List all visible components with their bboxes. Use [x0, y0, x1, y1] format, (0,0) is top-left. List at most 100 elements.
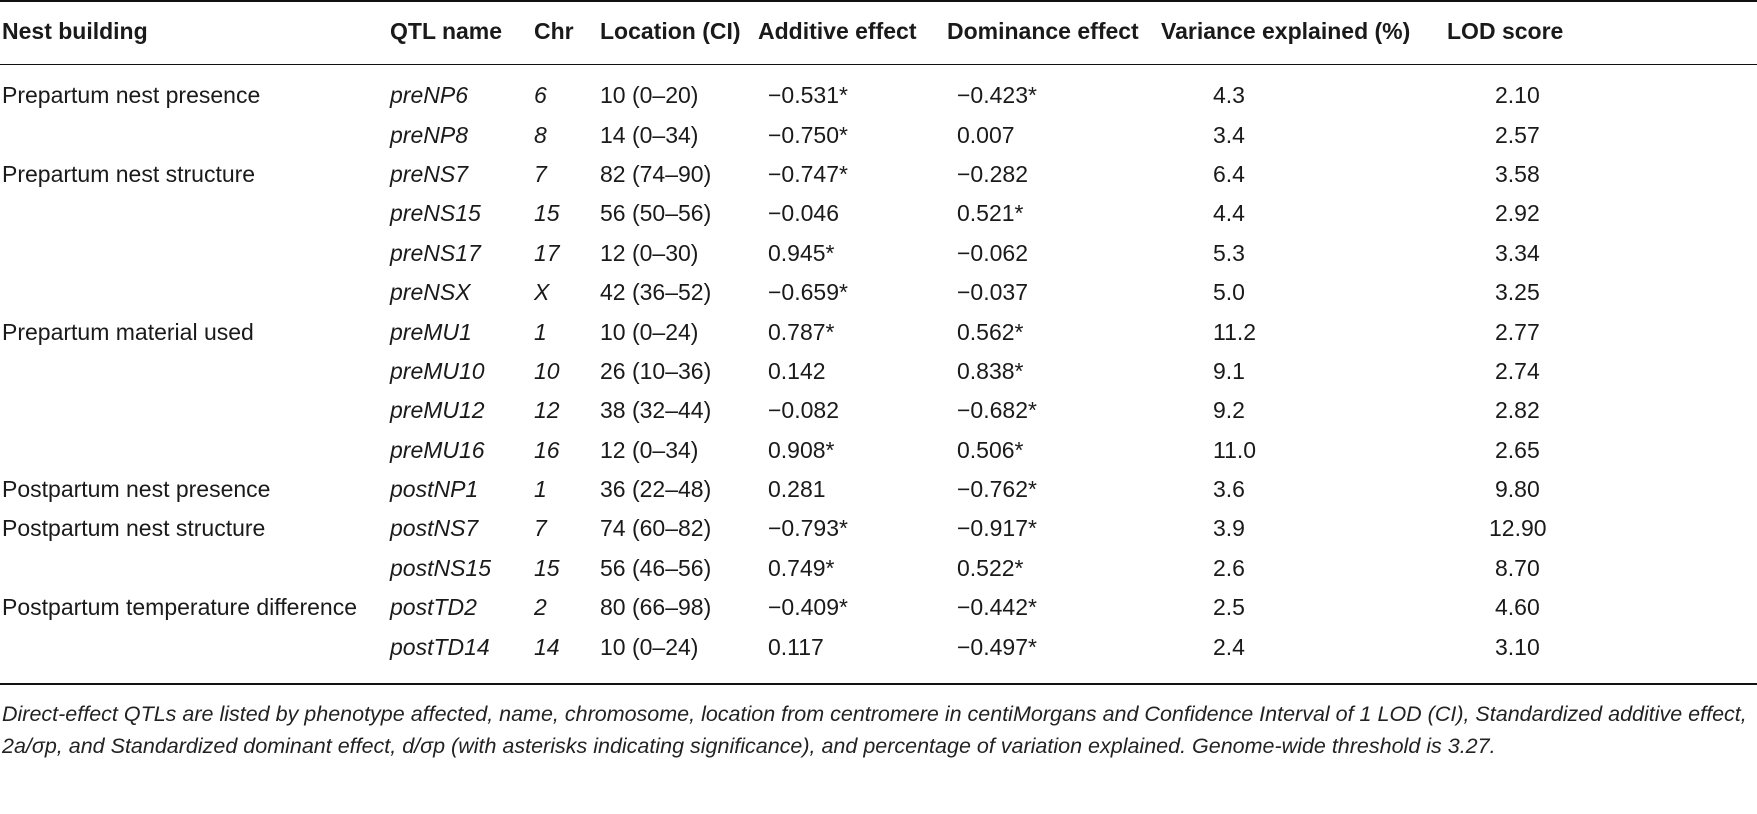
cell-variance: 9.1: [1213, 357, 1245, 384]
cell-lod: 3.34: [1495, 239, 1540, 266]
cell-dominance: −0.682*: [957, 397, 1037, 424]
cell-chr: 1: [534, 476, 547, 503]
header-chr: Chr: [534, 17, 574, 44]
cell-location: 26 (10–36): [600, 357, 712, 384]
cell-location: 10 (0–24): [600, 318, 699, 345]
cell-chr: 1: [534, 318, 547, 345]
cell-location: 56 (50–56): [600, 200, 712, 227]
cell-trait: [0, 352, 390, 391]
cell-chr: 15: [534, 554, 560, 581]
cell-qtl-name: preMU16: [390, 436, 485, 463]
cell-additive: 0.117: [768, 633, 824, 660]
cell-dominance: 0.838*: [957, 357, 1024, 384]
cell-variance: 3.4: [1213, 121, 1245, 148]
cell-variance: 11.0: [1213, 436, 1257, 463]
cell-additive: −0.082: [768, 397, 839, 424]
header-row: Nest building QTL name Chr Location (CI)…: [0, 2, 1757, 60]
table-row: Postpartum nest presence postNP1 1 36 (2…: [0, 470, 1757, 509]
cell-location: 42 (36–52): [600, 279, 712, 306]
cell-variance: 6.4: [1213, 160, 1245, 187]
cell-additive: −0.531*: [768, 82, 848, 109]
cell-qtl-name: postTD2: [390, 594, 477, 621]
table-row: Prepartum material used preMU1 1 10 (0–2…: [0, 312, 1757, 351]
cell-qtl-name: preNS17: [390, 239, 481, 266]
cell-qtl-name: postNP1: [390, 476, 479, 503]
table-row: Prepartum nest presence preNP6 6 10 (0–2…: [0, 60, 1757, 115]
cell-trait: [0, 194, 390, 233]
table-caption: Direct-effect QTLs are listed by phenoty…: [2, 702, 1747, 758]
cell-dominance: 0.007: [957, 121, 1015, 148]
cell-location: 82 (74–90): [600, 160, 712, 187]
cell-variance: 11.2: [1213, 318, 1257, 345]
cell-chr: 17: [534, 239, 560, 266]
table-row: preMU16 16 12 (0–34) 0.908* 0.506* 11.0 …: [0, 431, 1757, 470]
table-row: Prepartum nest structure preNS7 7 82 (74…: [0, 155, 1757, 194]
cell-dominance: −0.282: [957, 160, 1028, 187]
table-row: preNS17 17 12 (0–30) 0.945* −0.062 5.3 3…: [0, 234, 1757, 273]
cell-additive: −0.659*: [768, 279, 848, 306]
cell-location: 38 (32–44): [600, 397, 712, 424]
cell-additive: −0.747*: [768, 160, 848, 187]
cell-trait: Prepartum nest presence: [2, 82, 261, 109]
cell-lod: 3.10: [1495, 633, 1540, 660]
cell-variance: 2.6: [1213, 554, 1245, 581]
header-lod: LOD score: [1447, 17, 1564, 44]
cell-trait: [0, 391, 390, 430]
cell-additive: 0.142: [768, 357, 826, 384]
cell-trait: Prepartum nest structure: [2, 160, 256, 187]
header-trait: Nest building: [2, 17, 148, 44]
cell-trait: Postpartum nest structure: [2, 515, 266, 542]
table-row: preNP8 8 14 (0–34) −0.750* 0.007 3.4 2.5…: [0, 115, 1757, 154]
cell-variance: 5.0: [1213, 279, 1245, 306]
cell-dominance: 0.522*: [957, 554, 1024, 581]
cell-chr: 6: [534, 82, 547, 109]
cell-lod: 8.70: [1495, 554, 1540, 581]
cell-location: 14 (0–34): [600, 121, 699, 148]
cell-additive: 0.749*: [768, 554, 835, 581]
cell-qtl-name: postNS15: [390, 554, 492, 581]
table-row: Postpartum nest structure postNS7 7 74 (…: [0, 509, 1757, 548]
cell-trait: [0, 273, 390, 312]
cell-location: 10 (0–24): [600, 633, 699, 660]
cell-variance: 5.3: [1213, 239, 1245, 266]
cell-lod: 2.77: [1495, 318, 1540, 345]
cell-location: 12 (0–30): [600, 239, 699, 266]
cell-variance: 9.2: [1213, 397, 1245, 424]
cell-location: 74 (60–82): [600, 515, 712, 542]
cell-dominance: −0.037: [957, 279, 1028, 306]
cell-qtl-name: preMU1: [390, 318, 472, 345]
cell-qtl-name: postNS7: [390, 515, 479, 542]
table-row: Postpartum temperature difference postTD…: [0, 588, 1757, 627]
header-qtl-name: QTL name: [390, 17, 503, 44]
cell-variance: 4.3: [1213, 82, 1245, 109]
cell-variance: 3.9: [1213, 515, 1245, 542]
cell-location: 12 (0–34): [600, 436, 699, 463]
cell-qtl-name: preNS15: [390, 200, 481, 227]
cell-chr: X: [534, 279, 550, 306]
cell-location: 56 (46–56): [600, 554, 712, 581]
cell-lod: 3.25: [1495, 279, 1540, 306]
header-rule: [0, 64, 1757, 65]
cell-chr: 8: [534, 121, 547, 148]
cell-dominance: −0.917*: [957, 515, 1037, 542]
cell-location: 36 (22–48): [600, 476, 712, 503]
header-dominance: Dominance effect: [947, 17, 1139, 44]
cell-qtl-name: preMU10: [390, 357, 485, 384]
header-variance: Variance explained (%): [1161, 17, 1411, 44]
qtl-table: Nest building QTL name Chr Location (CI)…: [0, 2, 1757, 675]
cell-lod: 2.10: [1495, 82, 1540, 109]
cell-dominance: −0.762*: [957, 476, 1037, 503]
cell-location: 80 (66–98): [600, 594, 712, 621]
cell-qtl-name: postTD14: [390, 633, 490, 660]
cell-chr: 7: [534, 515, 547, 542]
cell-variance: 2.4: [1213, 633, 1245, 660]
cell-location: 10 (0–20): [600, 82, 699, 109]
cell-additive: −0.750*: [768, 121, 848, 148]
cell-variance: 2.5: [1213, 594, 1245, 621]
cell-lod: 9.80: [1495, 476, 1540, 503]
cell-dominance: 0.506*: [957, 436, 1024, 463]
table-row: postTD14 14 10 (0–24) 0.117 −0.497* 2.4 …: [0, 627, 1757, 674]
top-rule: [0, 0, 1757, 2]
header-location: Location (CI): [600, 17, 741, 44]
cell-trait: [0, 627, 390, 674]
